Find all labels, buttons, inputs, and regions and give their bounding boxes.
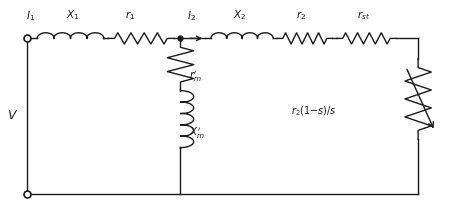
Text: $r_2(1{-}s)/s$: $r_2(1{-}s)/s$ [291,104,337,118]
Text: $X_2$: $X_2$ [233,8,247,22]
Text: $r_1$: $r_1$ [125,9,135,22]
Text: $r_2$: $r_2$ [296,9,307,22]
Text: $r^{\prime}_m$: $r^{\prime}_m$ [189,69,202,84]
Text: $X_1$: $X_1$ [66,8,79,22]
Text: $I_1$: $I_1$ [26,9,35,23]
Text: $X^{\prime}_m$: $X^{\prime}_m$ [189,126,206,141]
Text: $I_2$: $I_2$ [187,9,196,23]
Text: $r_{st}$: $r_{st}$ [357,9,370,22]
Text: $V$: $V$ [7,109,18,122]
